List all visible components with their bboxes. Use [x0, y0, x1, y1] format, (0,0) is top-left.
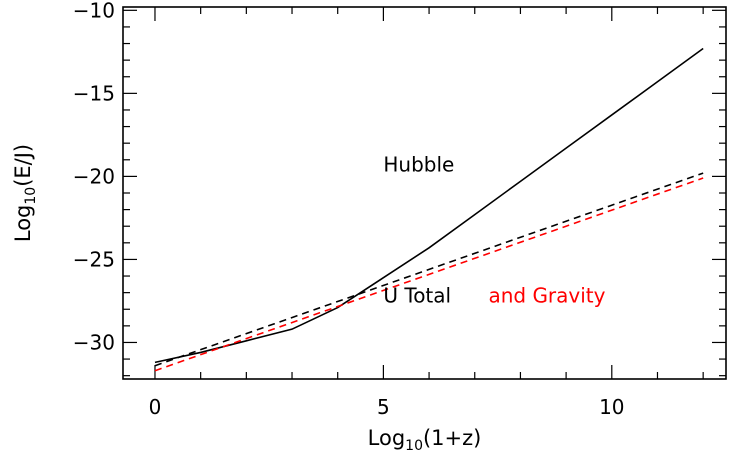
major-ticks: [123, 7, 726, 379]
annotation-gravity: and Gravity: [488, 284, 605, 308]
annotation-u-total: U Total: [383, 284, 451, 308]
y-tick-label: −25: [73, 247, 115, 271]
plot-frame: [122, 6, 727, 380]
y-axis-label: Log10(E/J): [11, 144, 39, 242]
series-layer: [154, 47, 704, 372]
y-axis-label-subscript: 10: [23, 187, 39, 205]
x-axis-label-subscript: 10: [405, 438, 423, 454]
y-tick-label: −30: [73, 330, 115, 354]
x-tick-label: 10: [599, 395, 624, 419]
y-tick-label: −15: [73, 81, 115, 105]
x-axis-label-base: Log: [368, 426, 406, 450]
x-axis-label-rest: (1+z): [423, 426, 481, 450]
y-tick-label: −10: [73, 0, 115, 22]
annotation-hubble: Hubble: [383, 152, 454, 176]
series-line-u-total: [154, 172, 704, 367]
x-axis-label: Log10(1+z): [368, 426, 482, 454]
y-tick-labels: −30 −25 −20 −15 −10: [73, 0, 115, 354]
y-axis-label-rest: (E/J): [11, 144, 35, 187]
x-tick-label: 0: [149, 395, 162, 419]
minor-ticks: [123, 7, 726, 379]
x-tick-label: 5: [377, 395, 390, 419]
series-line-hubble: [154, 47, 704, 364]
series-line-and-gravity: [154, 177, 704, 372]
x-tick-labels: 0 5 10: [149, 395, 625, 419]
y-tick-label: −20: [73, 164, 115, 188]
y-axis-label-base: Log: [11, 205, 35, 243]
